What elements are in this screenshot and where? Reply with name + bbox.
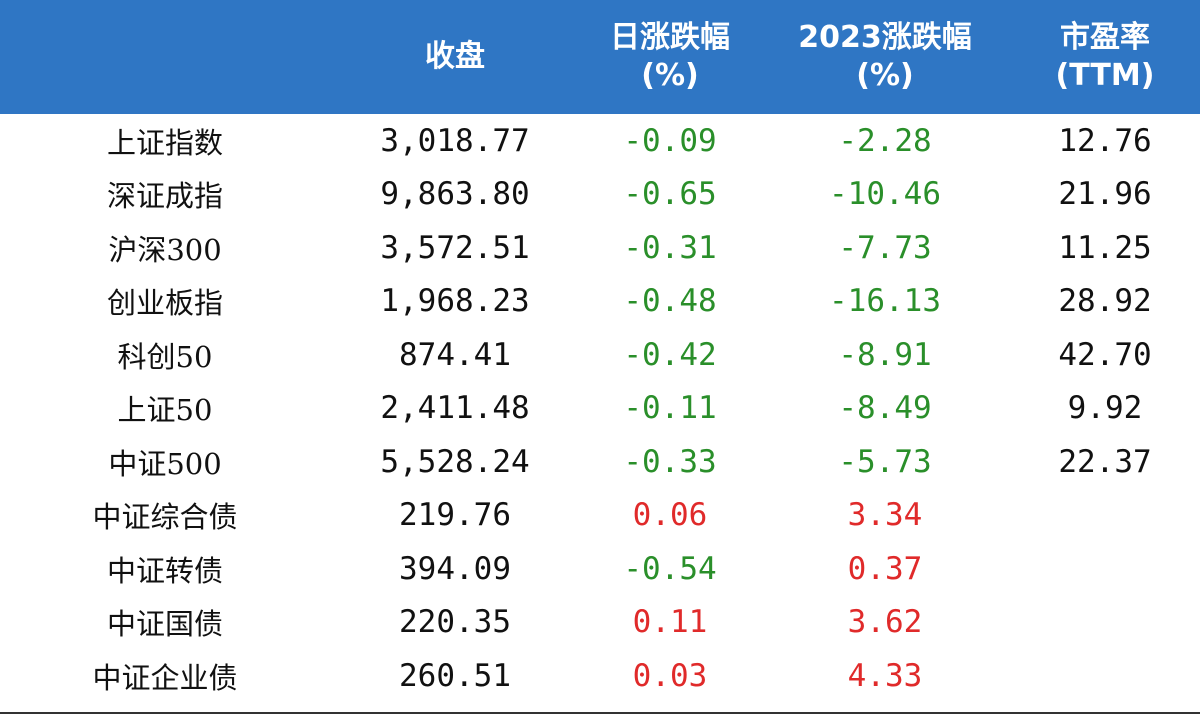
row-name-cell: 中证企业债 — [92, 660, 238, 695]
row-day-change-cell: -0.09 — [623, 122, 717, 159]
table-row: 中证企业债 260.51 0.03 4.33 — [0, 649, 1200, 703]
row-pe-cell — [1010, 489, 1200, 543]
row-name-cell: 中证转债 — [106, 553, 223, 588]
header-ytd-change: 2023涨跌幅 (%) — [760, 0, 1010, 114]
table-row: 中证500 5,528.24 -0.33 -5.73 22.37 — [0, 435, 1200, 489]
row-ytd-change-cell: -10.46 — [829, 176, 941, 213]
table-row: 中证转债 394.09 -0.54 0.37 — [0, 542, 1200, 596]
row-close-cell: 260.51 — [399, 657, 511, 694]
row-name-cell: 深证成指 — [106, 179, 223, 214]
row-close-cell: 1,968.23 — [380, 283, 530, 320]
row-day-change-cell: -0.11 — [623, 390, 717, 427]
row-pe-cell — [1010, 596, 1200, 650]
row-ytd-change-cell: -16.13 — [829, 283, 941, 320]
row-day-change-cell: -0.31 — [623, 229, 717, 266]
row-name-cell: 沪深300 — [108, 232, 222, 267]
table-row: 创业板指 1,968.23 -0.48 -16.13 28.92 — [0, 275, 1200, 329]
row-name-cell: 创业板指 — [106, 286, 223, 321]
row-pe-cell: 12.76 — [1058, 122, 1152, 159]
row-close-cell: 394.09 — [399, 550, 511, 587]
table-row: 上证指数 3,018.77 -0.09 -2.28 12.76 — [0, 114, 1200, 168]
row-name-cell: 中证500 — [108, 446, 222, 481]
table-row: 上证50 2,411.48 -0.11 -8.49 9.92 — [0, 382, 1200, 436]
row-pe-cell: 42.70 — [1058, 336, 1152, 373]
row-day-change-cell: -0.42 — [623, 336, 717, 373]
row-pe-cell — [1010, 542, 1200, 596]
row-day-change-cell: -0.65 — [623, 176, 717, 213]
row-close-cell: 219.76 — [399, 497, 511, 534]
market-index-table: 收盘 日涨跌幅 (%) 2023涨跌幅 (%) 市盈率 (TTM) 上证指数 3,… — [0, 0, 1200, 703]
row-close-cell: 220.35 — [399, 604, 511, 641]
table-row: 科创50 874.41 -0.42 -8.91 42.70 — [0, 328, 1200, 382]
table-body: 上证指数 3,018.77 -0.09 -2.28 12.76 深证成指 9,863.80 -… — [0, 114, 1200, 703]
row-ytd-change-cell: -7.73 — [838, 229, 932, 266]
table-bottom-border — [0, 712, 1200, 714]
row-close-cell: 3,572.51 — [380, 229, 530, 266]
row-pe-cell: 22.37 — [1058, 443, 1152, 480]
row-ytd-change-cell: 3.34 — [847, 497, 923, 534]
row-day-change-cell: 0.03 — [632, 657, 708, 694]
row-ytd-change-cell: 0.37 — [847, 550, 923, 587]
row-day-change-cell: -0.48 — [623, 283, 717, 320]
row-pe-cell: 11.25 — [1058, 229, 1152, 266]
row-ytd-change-cell: 4.33 — [847, 657, 923, 694]
row-close-cell: 5,528.24 — [380, 443, 530, 480]
table-row: 中证综合债 219.76 0.06 3.34 — [0, 489, 1200, 543]
table-row: 中证国债 220.35 0.11 3.62 — [0, 596, 1200, 650]
row-pe-cell — [1010, 649, 1200, 703]
header-ytd-change-line2: (%) — [856, 58, 914, 93]
row-name-cell: 上证50 — [117, 393, 213, 428]
header-name — [0, 0, 330, 114]
row-day-change-cell: -0.33 — [623, 443, 717, 480]
row-name-cell: 科创50 — [117, 339, 213, 374]
header-ytd-change-line1: 2023涨跌幅 — [798, 20, 972, 55]
row-ytd-change-cell: -5.73 — [838, 443, 932, 480]
row-pe-cell: 21.96 — [1058, 176, 1152, 213]
header-pe: 市盈率 (TTM) — [1010, 0, 1200, 114]
row-name-cell: 中证综合债 — [92, 500, 238, 535]
row-close-cell: 3,018.77 — [380, 122, 530, 159]
row-pe-cell: 28.92 — [1058, 283, 1152, 320]
header-pe-line1: 市盈率 — [1060, 20, 1150, 55]
row-day-change-cell: 0.11 — [632, 604, 708, 641]
row-ytd-change-cell: -8.91 — [838, 336, 932, 373]
header-day-change-line1: 日涨跌幅 — [610, 20, 730, 55]
row-day-change-cell: -0.54 — [623, 550, 717, 587]
table-row: 深证成指 9,863.80 -0.65 -10.46 21.96 — [0, 168, 1200, 222]
row-close-cell: 2,411.48 — [380, 390, 530, 427]
table-row: 沪深300 3,572.51 -0.31 -7.73 11.25 — [0, 221, 1200, 275]
row-close-cell: 874.41 — [399, 336, 511, 373]
row-close-cell: 9,863.80 — [380, 176, 530, 213]
row-day-change-cell: 0.06 — [632, 497, 708, 534]
row-pe-cell: 9.92 — [1067, 390, 1143, 427]
row-ytd-change-cell: 3.62 — [847, 604, 923, 641]
header-close: 收盘 — [425, 39, 485, 74]
row-ytd-change-cell: -8.49 — [838, 390, 932, 427]
header-day-change-line2: (%) — [641, 58, 699, 93]
row-name-cell: 上证指数 — [106, 125, 223, 160]
row-name-cell: 中证国债 — [106, 607, 223, 642]
table-header-row: 收盘 日涨跌幅 (%) 2023涨跌幅 (%) 市盈率 (TTM) — [0, 0, 1200, 114]
row-ytd-change-cell: -2.28 — [838, 122, 932, 159]
header-day-change: 日涨跌幅 (%) — [580, 0, 760, 114]
header-pe-line2: (TTM) — [1055, 58, 1155, 93]
